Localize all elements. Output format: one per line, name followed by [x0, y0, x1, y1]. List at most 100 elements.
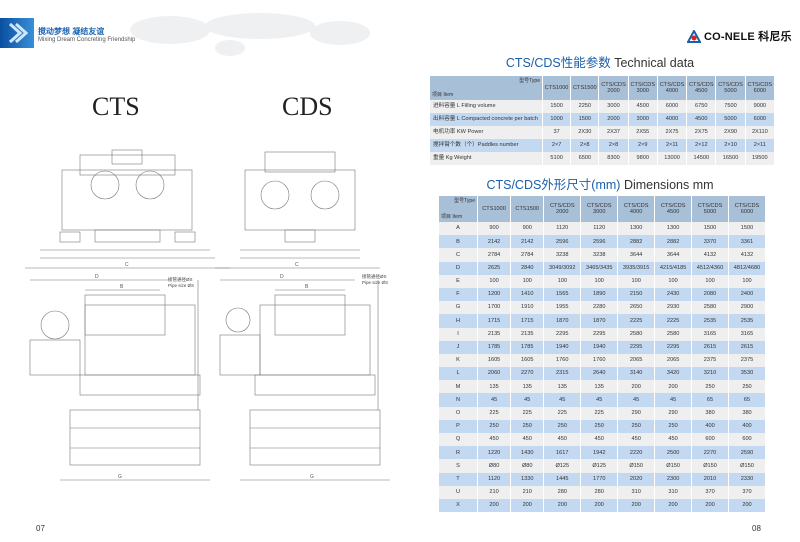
page-number-left: 07	[36, 524, 45, 533]
table-cell: Ø150	[691, 459, 729, 473]
table-cell: 2882	[617, 235, 656, 249]
table-cell: 135	[580, 380, 619, 394]
table-cell: 9800	[628, 152, 658, 165]
table-cell: 200	[543, 498, 582, 513]
table-cell: 1200	[477, 287, 512, 302]
row-label: K	[439, 353, 478, 368]
table-cell: 2142	[477, 235, 512, 249]
table-cell: 7500	[715, 100, 746, 113]
table-cell: 100	[510, 274, 545, 288]
table-row: 搅拌臂个数（个）Paddles number 2×7 2×8 2×8 2×9 2×11 2×…	[430, 139, 776, 152]
table-cell: 2020	[617, 472, 656, 486]
dimensions-title-cn: CTS/CDS外形尺寸(mm)	[486, 178, 621, 192]
column-header: CTS/CDS 4500	[686, 76, 717, 100]
table-cell: 1300	[617, 222, 656, 236]
table-cell: 2010	[691, 472, 729, 486]
table-cell: 100	[617, 274, 656, 288]
table-cell: 45	[654, 393, 693, 407]
table-cell: 1785	[477, 340, 512, 354]
table-cell: 200	[617, 498, 656, 513]
column-header: CTS/CDS 6000	[728, 196, 766, 222]
row-label: N	[439, 393, 478, 407]
table-cell: 1910	[510, 301, 545, 315]
table-cell: 4500	[628, 100, 658, 113]
table-cell: 2250	[570, 100, 600, 113]
table-cell: 1700	[477, 301, 512, 315]
pipe-label-cts: 接管通径ØS Pipe size ØS	[168, 277, 194, 289]
table-cell: 2930	[654, 301, 693, 315]
slogan-en: Mixing Dream Concreting Friendship	[38, 37, 136, 43]
table-cell: 3000	[598, 100, 629, 113]
table-cell: 450	[477, 433, 512, 447]
column-header: CTS/CDS 3000	[628, 76, 658, 100]
table-cell: 200	[654, 498, 693, 513]
row-label: U	[439, 485, 478, 499]
table-cell: 6750	[686, 100, 717, 113]
table-row: F 1200 1410 1565 1890 2150 2430 2080 2400	[439, 287, 766, 302]
table-cell: 1410	[510, 287, 545, 302]
table-cell: 210	[477, 485, 512, 499]
table-cell: Ø80	[510, 459, 545, 473]
row-label: E	[439, 274, 478, 288]
table-cell: 250	[654, 419, 693, 433]
table-cell: 3644	[617, 248, 656, 262]
table-cell: 100	[691, 274, 729, 288]
dim-label-b: B	[120, 284, 124, 290]
table-cell: 1760	[543, 353, 582, 368]
table-cell: 1870	[543, 314, 582, 328]
row-label: 出料容量 L Compacted concrete per batch	[430, 113, 543, 126]
table-cell: 3238	[543, 248, 582, 262]
table-cell: 6000	[745, 113, 776, 126]
table-cell: 2900	[728, 301, 766, 315]
chevron-arrow-icon	[8, 22, 28, 44]
table-cell: 225	[510, 406, 545, 420]
table-cell: 1500	[691, 222, 729, 236]
table-cell: 2625	[477, 261, 512, 275]
table-cell: 1605	[510, 353, 545, 368]
table-cell: 225	[580, 406, 619, 420]
table-cell: 1617	[543, 446, 582, 460]
table-cell: 200	[477, 498, 512, 513]
table-cell: 3420	[654, 367, 693, 381]
table-cell: 2060	[477, 367, 512, 381]
cds-title: CDS	[282, 92, 333, 121]
table-cell: 4215/4185	[654, 261, 693, 275]
row-label: I	[439, 327, 478, 341]
table-cell: 135	[477, 380, 512, 394]
pipe-label-cn: 接管通径ØS	[168, 277, 193, 282]
table-cell: 2375	[691, 353, 729, 368]
table-cell: 3210	[691, 367, 729, 381]
row-label: M	[439, 380, 478, 394]
table-cell: 2X90	[715, 126, 746, 139]
table-cell: 2135	[510, 327, 545, 341]
table-cell: 1870	[580, 314, 619, 328]
table-cell: Ø80	[477, 459, 512, 473]
row-label: O	[439, 406, 478, 420]
brand-logo: CO-NELE 科尼乐	[687, 28, 792, 44]
table-cell: 2×9	[628, 139, 658, 152]
table-cell: 250	[617, 419, 656, 433]
technical-drawings: C C D D B B G G	[25, 149, 390, 481]
table-cell: 1565	[543, 287, 582, 302]
column-header: CTS1500	[510, 196, 545, 222]
table-cell: 2500	[654, 446, 693, 460]
table-cell: 3935/3915	[617, 261, 656, 275]
table-cell: 380	[728, 406, 766, 420]
table-row: U 210 210 280 280 310 310 370 370	[439, 485, 766, 499]
table-cell: 370	[728, 485, 766, 499]
table-cell: 1430	[510, 446, 545, 460]
row-label: P	[439, 419, 478, 433]
table-cell: 250	[580, 419, 619, 433]
table-cell: 380	[691, 406, 729, 420]
table-cell: 290	[617, 406, 656, 420]
table-cell: 310	[654, 485, 693, 499]
table-cell: 45	[580, 393, 619, 407]
table-cell: 1330	[510, 472, 545, 486]
table-cell: 100	[477, 274, 512, 288]
row-label: A	[439, 222, 478, 236]
logo-text: CO-NELE 科尼乐	[704, 31, 792, 43]
table-cell: 370	[691, 485, 729, 499]
technical-title-cn: CTS/CDS性能参数	[505, 56, 611, 70]
table-cell: 250	[728, 380, 766, 394]
row-label: T	[439, 472, 478, 486]
